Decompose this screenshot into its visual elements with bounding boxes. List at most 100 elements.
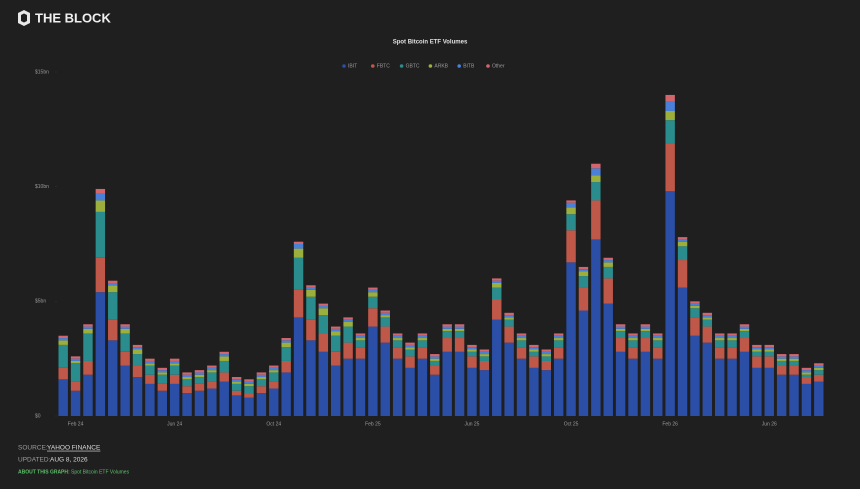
bar-segment (739, 338, 750, 352)
bar-segment (467, 347, 477, 350)
legend-label: FBTC (377, 63, 390, 69)
bar-segment (578, 266, 589, 270)
updated-date: AUG 8, 2026 (50, 457, 88, 464)
bar-segment (789, 356, 799, 359)
bar-segment (529, 351, 539, 357)
legend-label: Other (492, 63, 505, 69)
bar-segment (269, 372, 279, 382)
bar-segment (739, 326, 750, 329)
plot: $0 $5bn $10bn $15bn Feb 24 Jun 24 Oct 24 Feb 25… (35, 69, 824, 427)
bar-segment (789, 365, 799, 375)
bar-segment (331, 326, 341, 329)
bar-segment (380, 317, 390, 327)
bar-segment (108, 292, 118, 320)
bar-segment (752, 351, 762, 357)
bar-segment (293, 244, 304, 249)
bar-segment (58, 379, 68, 416)
bar-segment (677, 237, 688, 240)
bar-segment (157, 370, 167, 373)
bar-segment (430, 360, 440, 366)
bar-segment (219, 356, 229, 361)
bar-segment (615, 351, 626, 416)
bar-segment (591, 239, 601, 416)
source-link[interactable]: YAHOO FINANCE (47, 445, 101, 452)
bar-segment (417, 340, 428, 348)
bar-segment (355, 333, 366, 336)
bar-segment (628, 347, 638, 359)
bar-segment (442, 326, 452, 329)
bar-segment (727, 338, 737, 341)
bar-segment (380, 315, 390, 318)
bar-segment (108, 319, 118, 341)
bar-segment (392, 338, 403, 341)
bar-segment (715, 347, 725, 359)
bar-segment (405, 349, 415, 357)
bar-segment (615, 326, 626, 329)
bar-segment (417, 358, 428, 416)
y-tick-label: $0 (35, 413, 41, 419)
bar-segment (169, 365, 180, 375)
bar-segment (752, 356, 762, 368)
bar-segment (504, 312, 514, 316)
bar-segment (566, 262, 576, 416)
bar-segment (207, 372, 217, 382)
bar-segment (628, 358, 638, 416)
bar-segment (120, 324, 130, 327)
bar-segment (380, 326, 390, 343)
bar-segment (764, 367, 774, 416)
bar-segment (442, 331, 452, 339)
bar-segment (467, 356, 477, 368)
bar-segment (417, 347, 428, 359)
bar-segment (343, 326, 353, 343)
bar-segment (219, 351, 229, 355)
bar-segment (516, 335, 527, 339)
bar-segment (392, 358, 403, 416)
bar-segment (269, 388, 279, 416)
bar-segment (504, 342, 514, 416)
bar-segment (553, 347, 564, 359)
bar-segment (492, 278, 502, 281)
bar-segment (789, 354, 799, 357)
bar-segment (467, 367, 477, 416)
bar-segment (120, 326, 130, 329)
bar-segment (343, 321, 353, 327)
bar-segment (702, 312, 713, 316)
bar-segment (83, 324, 93, 327)
bar-segment (194, 383, 205, 391)
bar-segment (529, 349, 539, 352)
bar-segment (467, 351, 477, 357)
bar-segment (58, 335, 68, 339)
legend-swatch (486, 64, 490, 68)
bar-segment (789, 360, 799, 366)
y-tick-label: $5bn (35, 299, 46, 305)
bar-segment (727, 333, 737, 336)
bar-segment (207, 367, 217, 371)
bar-segment (318, 333, 329, 352)
bar-segment (231, 377, 242, 380)
bar-segment (690, 308, 700, 318)
bar-segment (256, 374, 267, 378)
bar-segment (442, 338, 452, 352)
bar-segment (553, 333, 564, 336)
bar-segment (380, 342, 390, 416)
bar-segment (231, 379, 242, 382)
bar-segment (318, 315, 329, 334)
bar-segment (244, 386, 254, 394)
bar-segment (603, 303, 613, 416)
bar-segment (182, 377, 192, 380)
bar-segment (578, 310, 589, 416)
bar-segment (479, 360, 490, 371)
bar-segment (207, 365, 217, 368)
bar-segment (355, 335, 366, 339)
bar-segment (430, 354, 440, 357)
bar-segment (95, 193, 106, 201)
bar-segment (182, 374, 192, 378)
bar-segment (603, 260, 613, 263)
bar-segment (665, 94, 675, 102)
bar-segment (392, 340, 403, 348)
legend-swatch (399, 64, 404, 68)
bar-segment (776, 365, 787, 375)
bar-segment (479, 351, 490, 355)
y-tick-label: $15bn (35, 69, 49, 75)
bar-segment (615, 328, 626, 332)
